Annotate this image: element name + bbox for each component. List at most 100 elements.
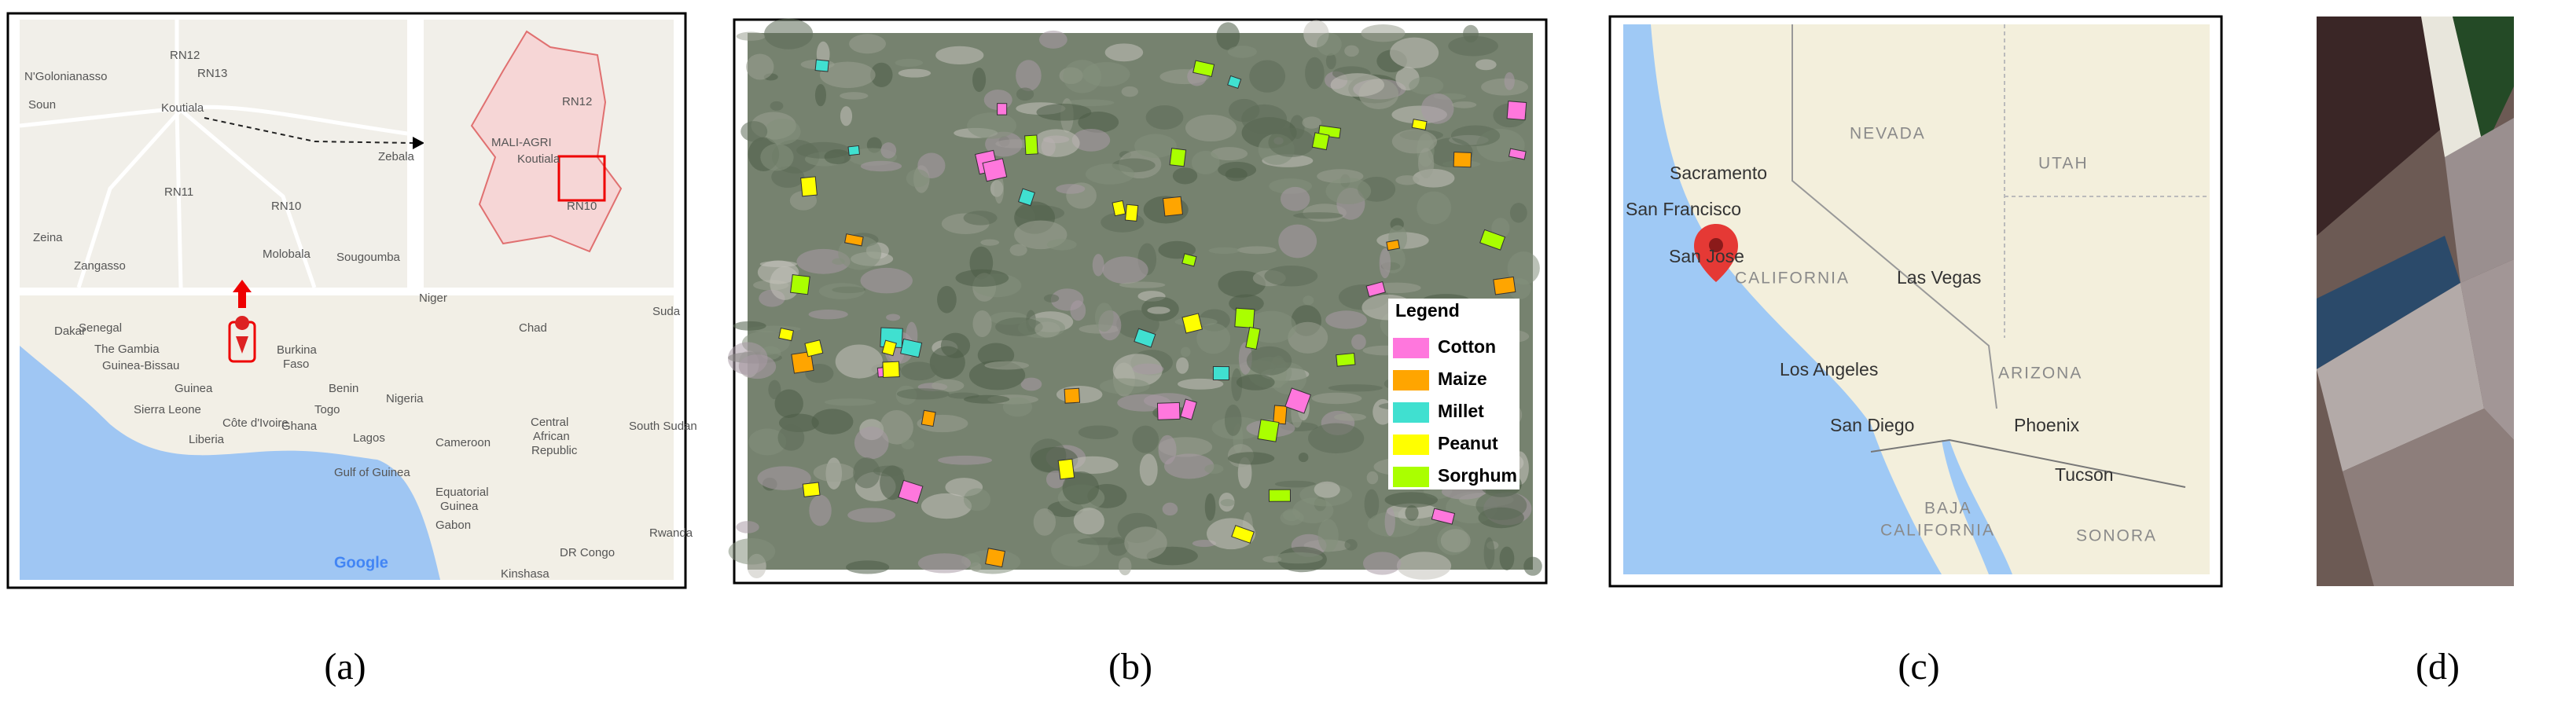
place-label: Dakar [54, 324, 86, 338]
texture-blob [1333, 412, 1366, 421]
texture-blob [1413, 168, 1455, 188]
place-label: Chad [519, 321, 547, 335]
texture-blob [1523, 556, 1542, 576]
texture-blob [1405, 504, 1419, 521]
texture-blob [1278, 224, 1317, 258]
texture-blob [932, 379, 965, 392]
texture-blob [967, 112, 1016, 139]
texture-blob [1132, 425, 1159, 453]
field [1273, 405, 1288, 425]
texture-blob [1307, 423, 1365, 454]
field [778, 327, 794, 342]
texture-blob [1351, 334, 1366, 350]
legend-label: Cotton [1438, 336, 1496, 357]
texture-blob [1178, 378, 1224, 390]
texture-blob [1101, 212, 1145, 233]
field [804, 339, 824, 358]
panel-a [6, 12, 687, 589]
field [2445, 118, 2514, 283]
panel-label: (b) [1108, 646, 1152, 688]
texture-blob [1344, 45, 1359, 57]
texture-blob [1056, 184, 1086, 194]
texture-blob [1065, 99, 1115, 107]
texture-blob [818, 283, 865, 299]
field [1479, 229, 1506, 251]
place-label: San Jose [1669, 246, 1744, 266]
legend-swatch [1393, 370, 1429, 390]
road-label: RN11 [164, 185, 193, 199]
texture-blob [746, 53, 774, 80]
texture-blob [1038, 30, 1068, 49]
texture-blob [1062, 471, 1100, 505]
texture-blob [777, 424, 805, 451]
field [1231, 525, 1255, 544]
texture-blob [846, 560, 890, 574]
field [1234, 307, 1255, 328]
field [814, 59, 829, 72]
texture-blob [835, 344, 884, 379]
texture-blob [840, 106, 853, 126]
texture-blob [1134, 134, 1177, 158]
texture-blob [917, 553, 972, 574]
texture-blob [813, 463, 855, 482]
texture-blob [764, 18, 814, 50]
connector [204, 117, 413, 144]
place-label: N'Golonianasso [24, 70, 107, 83]
field [2317, 283, 2484, 471]
place-label: Nigeria [386, 392, 424, 405]
texture-blob [1504, 72, 1515, 90]
place-label: Zangasso [74, 259, 126, 273]
texture-blob [1450, 125, 1501, 147]
texture-blob [1507, 251, 1540, 285]
texture-blob [1280, 186, 1310, 211]
texture-blob [1191, 150, 1220, 174]
panel-d [2317, 16, 2514, 586]
state-border [1791, 24, 1997, 409]
place-label: Republic [531, 444, 578, 457]
place-label: Tucson [2055, 464, 2114, 485]
road [175, 20, 183, 288]
texture-blob [1118, 557, 1132, 576]
texture-blob [1330, 73, 1385, 97]
texture-blob [809, 494, 832, 526]
texture-blob [1208, 247, 1240, 255]
texture-blob [935, 46, 984, 64]
texture-blob [860, 267, 913, 294]
place-label: Rwanda [649, 526, 693, 540]
texture-blob [838, 236, 882, 270]
texture-blob [1288, 321, 1328, 354]
texture-blob [873, 465, 904, 477]
place-label: Zebala [378, 150, 415, 163]
texture-blob [1311, 392, 1362, 405]
up-arrow-head [233, 280, 252, 292]
road-label: RN13 [197, 67, 227, 80]
place-label: Equatorial [435, 486, 489, 499]
texture-blob [1451, 101, 1477, 108]
texture-blob [1124, 526, 1167, 559]
texture-blob [1236, 374, 1275, 390]
texture-blob [1020, 377, 1042, 391]
texture-blob [1046, 239, 1077, 251]
texture-blob [1249, 60, 1286, 93]
place-label: Kinshasa [501, 567, 549, 581]
texture-blob [1032, 129, 1080, 157]
texture-blob [1144, 393, 1192, 409]
texture-blob [963, 211, 998, 226]
texture-blob [853, 457, 880, 489]
texture-blob [1317, 519, 1339, 552]
arrow-head [413, 137, 424, 149]
location-pin [1694, 224, 1738, 282]
texture-blob [854, 426, 889, 460]
ocean [1623, 24, 1942, 574]
texture-blob [1070, 300, 1086, 321]
texture-blob [1147, 306, 1170, 314]
field [800, 176, 818, 197]
field [898, 479, 924, 504]
location-pin [235, 316, 250, 354]
texture-blob [1440, 529, 1471, 553]
texture-blob [1481, 78, 1528, 96]
field [1169, 148, 1187, 167]
field [982, 158, 1008, 182]
study-area-box [557, 155, 606, 202]
place-label: Central [531, 416, 568, 429]
